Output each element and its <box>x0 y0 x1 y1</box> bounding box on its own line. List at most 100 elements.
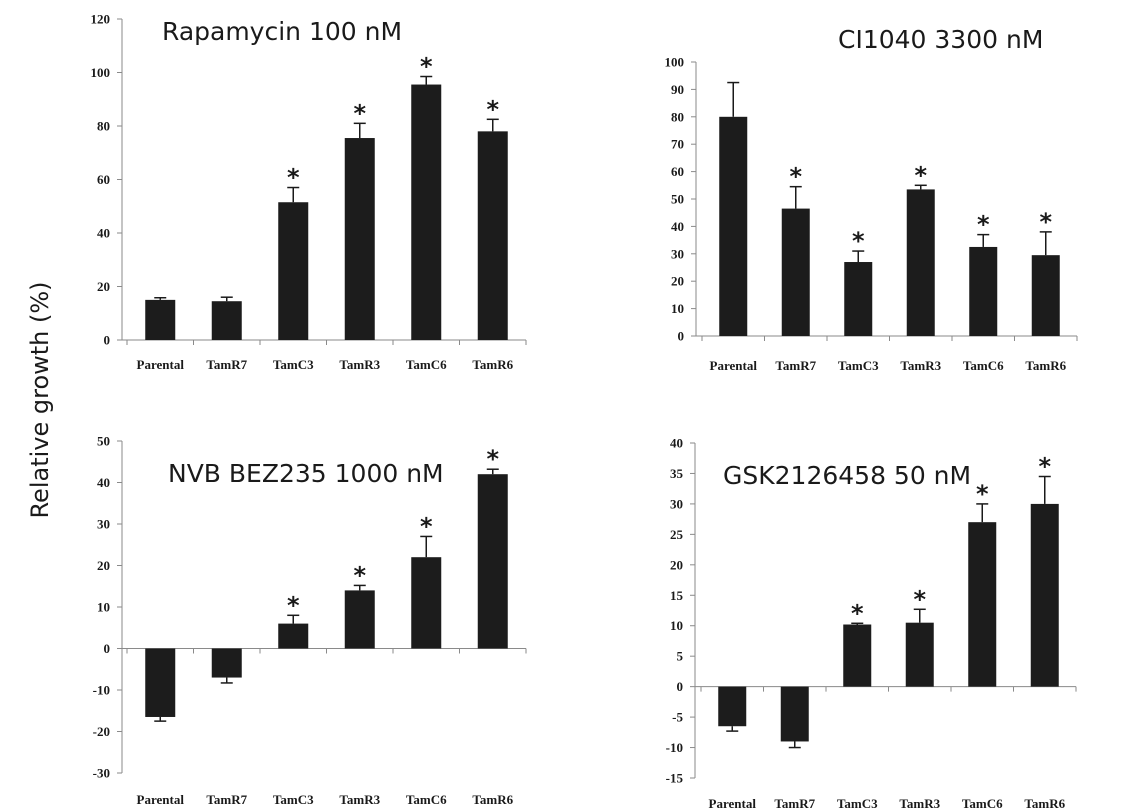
x-tick-label: TamC3 <box>273 357 314 372</box>
significance-star: * <box>486 95 499 123</box>
x-tick-label: Parental <box>710 358 758 373</box>
bar <box>907 189 935 336</box>
panel-nvb-bez235: NVB BEZ235 1000 nM -30 -20 -10 0 10 20 30 40 50 Pa… <box>93 434 526 808</box>
chart-title: GSK2126458 50 nM <box>723 461 971 490</box>
bar <box>212 301 242 340</box>
significance-star: * <box>287 164 300 192</box>
significance-star: * <box>353 561 366 589</box>
x-tick-label: TamR7 <box>774 796 815 811</box>
y-tick-label: 40 <box>97 475 110 490</box>
x-tick-label: TamC6 <box>963 358 1004 373</box>
bar <box>145 300 175 340</box>
y-tick-label: 70 <box>671 137 684 152</box>
y-tick-label: -10 <box>666 740 683 755</box>
bar <box>278 624 308 649</box>
bar <box>345 590 375 648</box>
x-tick-label: TamR7 <box>206 792 247 807</box>
significance-star: * <box>789 163 802 191</box>
x-tick-label: TamC3 <box>838 358 879 373</box>
y-tick-label: 120 <box>91 12 111 27</box>
bar <box>719 117 747 336</box>
y-tick-label: 20 <box>671 274 684 289</box>
y-tick-label: 30 <box>671 246 684 261</box>
significance-star: * <box>353 99 366 127</box>
bar <box>843 625 871 687</box>
chart-title: CI1040 3300 nM <box>838 25 1043 54</box>
y-tick-label: 50 <box>97 434 110 449</box>
bar <box>718 687 746 727</box>
bar <box>782 209 810 336</box>
y-tick-label: 40 <box>97 226 110 241</box>
panel-ci1040: CI1040 3300 nM 0 10 20 30 40 50 60 70 80 90 100 Pare… <box>665 25 1078 373</box>
panel-gsk2126458: GSK2126458 50 nM -15 -10 -5 0 5 10 15 20 25 30 35 40… <box>666 436 1076 811</box>
y-tick-label: 40 <box>671 219 684 234</box>
y-tick-label: -10 <box>93 683 110 698</box>
y-tick-label: -15 <box>666 771 684 786</box>
x-tick-label: TamC6 <box>406 792 447 807</box>
bar <box>411 557 441 648</box>
y-tick-label: 0 <box>677 679 684 694</box>
bar <box>411 85 441 340</box>
y-tick-label: 10 <box>670 618 683 633</box>
x-tick-label: Parental <box>709 796 757 811</box>
x-tick-label: TamR6 <box>1024 796 1065 811</box>
panel-rapamycin: Rapamycin 100 nM 0 20 40 60 80 100 120 Parental T… <box>91 12 527 373</box>
y-tick-label: 90 <box>671 82 684 97</box>
bar <box>781 687 809 742</box>
bar <box>212 649 242 678</box>
significance-star: * <box>852 227 865 255</box>
y-tick-label: 35 <box>670 466 684 481</box>
x-tick-label: Parental <box>137 792 185 807</box>
x-tick-label: TamR3 <box>900 358 941 373</box>
bar <box>478 131 508 340</box>
significance-star: * <box>287 591 300 619</box>
x-tick-label: TamR3 <box>339 357 380 372</box>
y-tick-label: 5 <box>677 649 684 664</box>
x-tick-label: TamC3 <box>837 796 878 811</box>
x-tick-label: TamC3 <box>273 792 314 807</box>
chart-title: Rapamycin 100 nM <box>162 17 402 46</box>
bar <box>1032 255 1060 336</box>
bar <box>968 522 996 686</box>
significance-star: * <box>420 512 433 540</box>
bar <box>906 623 934 687</box>
y-axis-label: Relative growth (%) <box>26 281 54 518</box>
y-tick-label: 100 <box>665 55 685 70</box>
bar <box>969 247 997 336</box>
y-tick-label: 15 <box>670 588 684 603</box>
x-tick-label: TamR6 <box>1025 358 1066 373</box>
y-tick-label: -5 <box>672 710 683 725</box>
x-tick-label: TamR7 <box>775 358 816 373</box>
y-tick-label: 0 <box>678 329 685 344</box>
y-tick-label: 80 <box>97 119 110 134</box>
significance-star: * <box>1039 208 1052 236</box>
significance-star: * <box>420 53 433 81</box>
x-tick-label: TamR3 <box>339 792 380 807</box>
x-tick-label: Parental <box>137 357 185 372</box>
y-tick-label: 40 <box>670 436 683 451</box>
y-tick-label: 10 <box>671 301 684 316</box>
bar <box>278 202 308 340</box>
x-tick-label: TamC6 <box>962 796 1003 811</box>
significance-star: * <box>1038 453 1051 481</box>
y-tick-label: -20 <box>93 724 110 739</box>
x-tick-label: TamR6 <box>472 792 513 807</box>
y-tick-label: 25 <box>670 527 684 542</box>
y-tick-label: 60 <box>671 164 684 179</box>
x-tick-label: TamR6 <box>472 357 513 372</box>
x-tick-label: TamR7 <box>206 357 247 372</box>
x-tick-label: TamR3 <box>899 796 940 811</box>
y-tick-label: 100 <box>91 65 111 80</box>
bar <box>1031 504 1059 687</box>
bar <box>478 474 508 648</box>
y-tick-label: 20 <box>97 558 110 573</box>
y-tick-label: 20 <box>97 279 110 294</box>
significance-star: * <box>914 161 927 189</box>
bar <box>844 262 872 336</box>
y-tick-label: 0 <box>104 333 111 348</box>
y-tick-label: -30 <box>93 766 110 781</box>
x-tick-label: TamC6 <box>406 357 447 372</box>
bar <box>145 649 175 717</box>
significance-star: * <box>913 585 926 613</box>
